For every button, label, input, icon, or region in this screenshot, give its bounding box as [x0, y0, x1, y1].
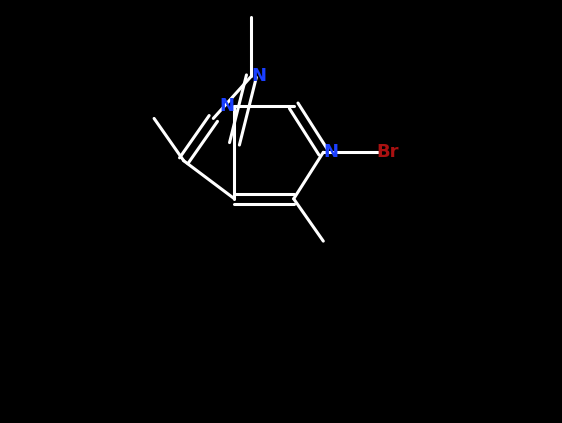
Text: N: N	[323, 143, 338, 161]
Text: N: N	[252, 67, 266, 85]
Text: N: N	[219, 97, 234, 115]
Text: Br: Br	[377, 143, 399, 161]
